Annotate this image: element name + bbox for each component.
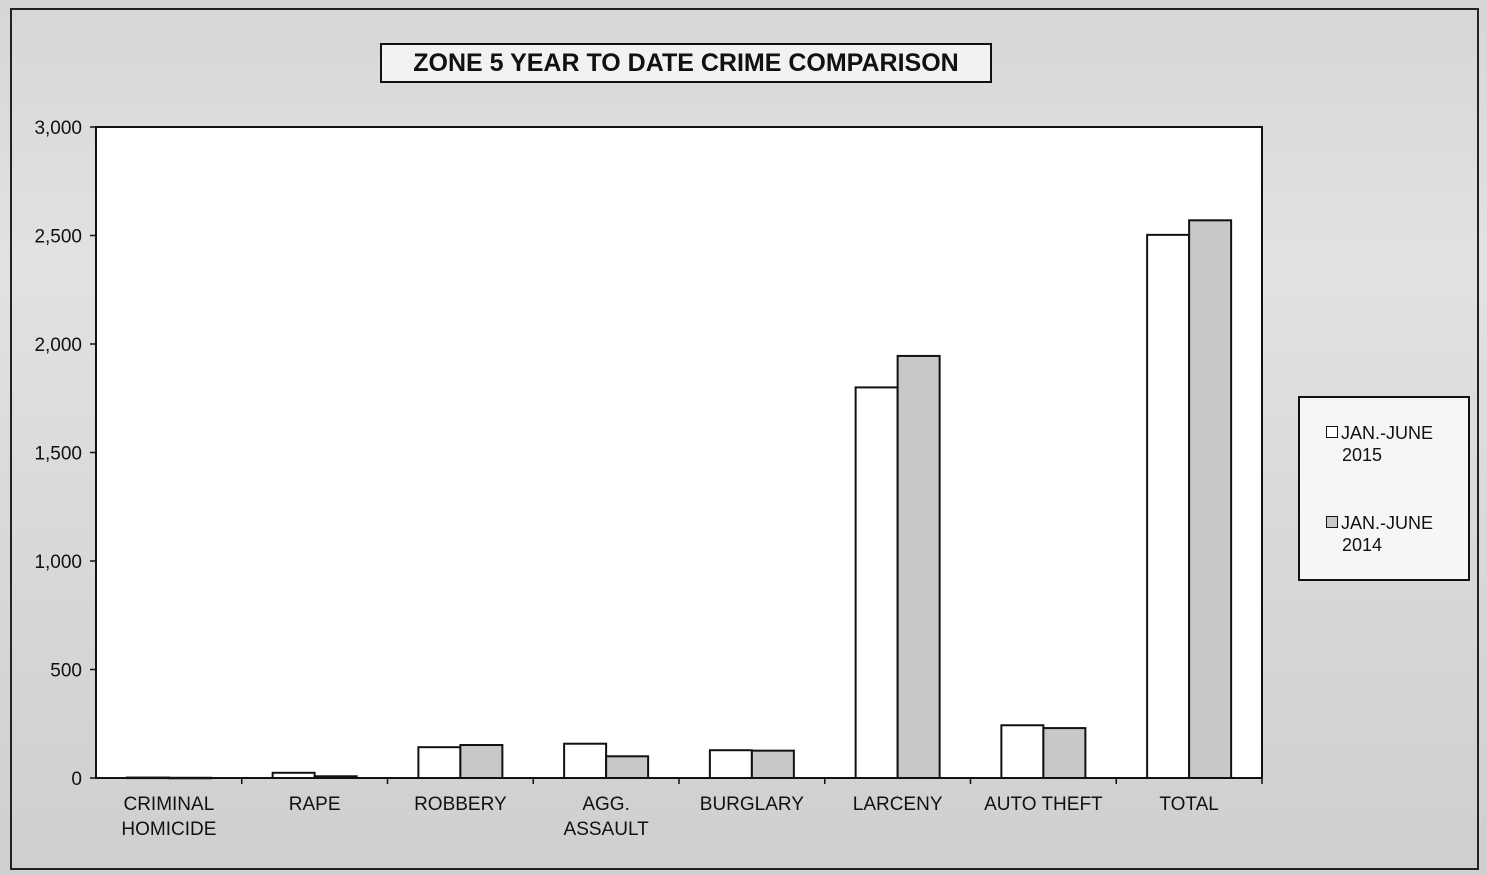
y-tick-label: 2,000 (34, 335, 82, 356)
x-tick-label: BURGLARY (700, 794, 805, 815)
bar-2014 (1042, 727, 1087, 780)
bar-2014 (1188, 219, 1233, 779)
chart-title: ZONE 5 YEAR TO DATE CRIME COMPARISON (413, 48, 959, 77)
bar-2015 (708, 749, 753, 779)
bars (125, 219, 1233, 780)
x-axis: CRIMINAL HOMICIDE RAPE ROBBERY AGG. ASSAULT BU… (121, 778, 1263, 840)
legend-swatch-2014 (1326, 516, 1338, 528)
x-tick-label: AGG. (582, 794, 630, 815)
bar-2015 (1000, 724, 1045, 779)
bar-2015 (125, 776, 170, 780)
bar-2015 (854, 386, 899, 779)
legend-label-2014-line1: JAN.-JUNE (1341, 513, 1434, 533)
x-tick-label: ROBBERY (414, 794, 507, 815)
legend-label-2014-line2: 2014 (1342, 535, 1383, 555)
chart-title-box: ZONE 5 YEAR TO DATE CRIME COMPARISON (380, 43, 992, 83)
y-tick-label: 0 (71, 769, 82, 790)
bar-2015 (1146, 233, 1191, 779)
y-tick-label: 3,000 (34, 118, 82, 139)
legend-swatch-2015 (1326, 426, 1338, 438)
plot-area (95, 126, 1263, 779)
x-tick-label: RAPE (289, 794, 341, 815)
legend-item-2014: JAN.-JUNE 2014 (1326, 512, 1433, 556)
y-tick-label: 1,500 (34, 444, 82, 465)
bar-2015 (417, 746, 462, 779)
x-tick-label: TOTAL (1159, 794, 1218, 815)
x-tick-label: AUTO THEFT (984, 794, 1103, 815)
y-axis: 0 500 1,000 1,500 2,000 2,500 3,000 (34, 118, 96, 790)
bar-2015 (271, 771, 316, 779)
x-tick-label: CRIMINAL (123, 794, 214, 815)
bar-2014 (896, 354, 941, 779)
legend: JAN.-JUNE 2015 JAN.-JUNE 2014 (1298, 396, 1470, 581)
bar-2015 (563, 742, 608, 779)
bar-2014 (313, 775, 358, 779)
bar-2014 (605, 755, 650, 779)
bar-2014 (750, 749, 795, 780)
legend-label-2015-line2: 2015 (1342, 445, 1383, 465)
legend-item-2015: JAN.-JUNE 2015 (1326, 422, 1433, 466)
bar-2014 (459, 744, 504, 779)
legend-label-2015-line1: JAN.-JUNE (1341, 423, 1434, 443)
chart-frame (10, 8, 1479, 870)
x-tick-label: ASSAULT (564, 819, 650, 840)
x-tick-label: LARCENY (853, 794, 943, 815)
bar-2014 (167, 776, 212, 780)
y-tick-label: 1,000 (34, 552, 82, 573)
y-tick-label: 500 (50, 661, 82, 682)
y-tick-label: 2,500 (34, 227, 82, 248)
x-tick-label: HOMICIDE (121, 819, 216, 840)
